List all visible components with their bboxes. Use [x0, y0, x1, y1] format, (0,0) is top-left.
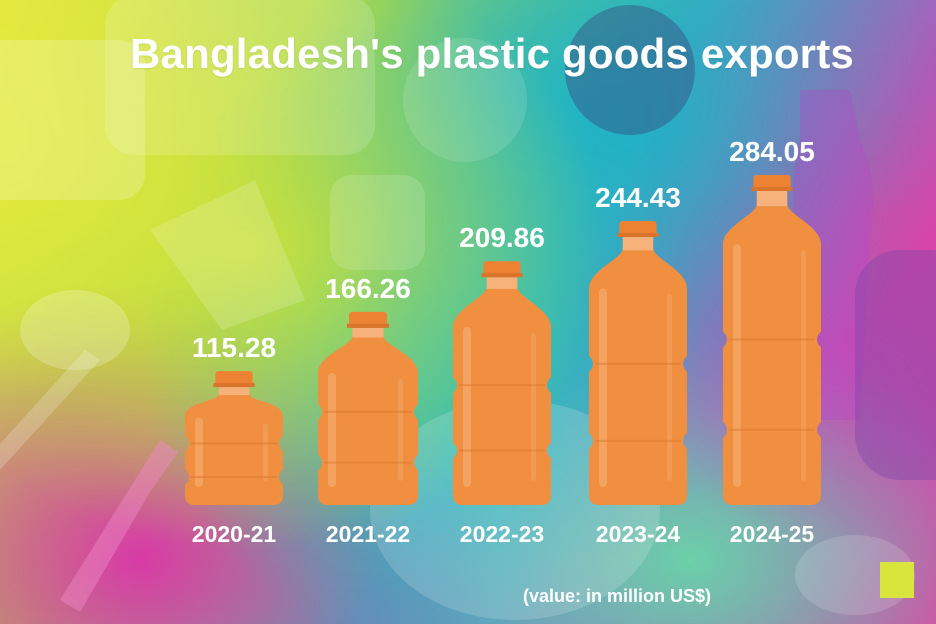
bottle-highlight-right	[801, 250, 806, 481]
plate-shape	[370, 400, 660, 620]
bottle-highlight-right	[263, 423, 268, 481]
value-label: 244.43	[595, 182, 681, 213]
cap-ring	[751, 187, 793, 191]
category-label: 2023-24	[596, 521, 681, 547]
bottle-body	[589, 248, 687, 505]
cap-ring	[347, 323, 389, 328]
bottle-highlight	[599, 288, 607, 487]
bar-2024-25: 284.05 2024-25	[723, 136, 821, 547]
bottle-highlight	[328, 372, 336, 487]
bottle-neck	[486, 277, 518, 289]
spoon-handle-shape	[0, 350, 100, 470]
category-label: 2022-23	[460, 521, 544, 547]
cap-ring	[617, 233, 659, 238]
bar-2020-21: 115.28 2020-21	[185, 332, 283, 547]
bar-2022-23: 209.86 2022-23	[453, 222, 551, 547]
category-label: 2021-22	[326, 521, 410, 547]
bottle-body	[723, 204, 821, 505]
value-label: 209.86	[459, 222, 545, 253]
bottle-neck	[756, 191, 788, 207]
bottle-body	[185, 393, 283, 505]
bottle-body	[318, 335, 418, 505]
dark-cup-shape	[565, 5, 695, 135]
category-label: 2020-21	[192, 521, 277, 547]
plastic-cup-shape	[150, 180, 305, 330]
bottle-neck	[218, 387, 250, 396]
bar-2021-22: 166.26 2021-22	[318, 273, 418, 547]
corner-square	[880, 562, 914, 598]
bottle-highlight-right	[531, 332, 536, 481]
fork-shape	[60, 440, 178, 612]
plastic-container-shape	[0, 40, 145, 200]
plastic-box-shape	[330, 175, 425, 270]
value-label: 115.28	[192, 332, 276, 363]
purple-jug-shape	[855, 250, 936, 480]
bottle-highlight	[463, 326, 471, 487]
plastic-tray-shape	[105, 0, 375, 155]
value-label: 284.05	[729, 136, 815, 167]
bottle-highlight-right	[667, 294, 672, 481]
value-label: 166.26	[325, 273, 411, 304]
bottle-neck	[622, 237, 654, 251]
cap-ring	[213, 383, 255, 388]
spoon-head-shape	[20, 290, 130, 370]
chart-title: Bangladesh's plastic goods exports	[130, 30, 854, 77]
bottle-highlight	[195, 417, 203, 487]
cap-ring	[481, 273, 523, 278]
plastic-cup-ring-shape	[403, 38, 527, 162]
bottle-neck	[352, 327, 384, 338]
bottle-highlight	[733, 244, 741, 487]
bottle-body	[453, 286, 551, 505]
unit-note: (value: in million US$)	[523, 586, 712, 606]
bottle-highlight-right	[398, 378, 403, 481]
category-label: 2024-25	[730, 521, 815, 547]
bar-2023-24: 244.43 2023-24	[589, 182, 687, 547]
